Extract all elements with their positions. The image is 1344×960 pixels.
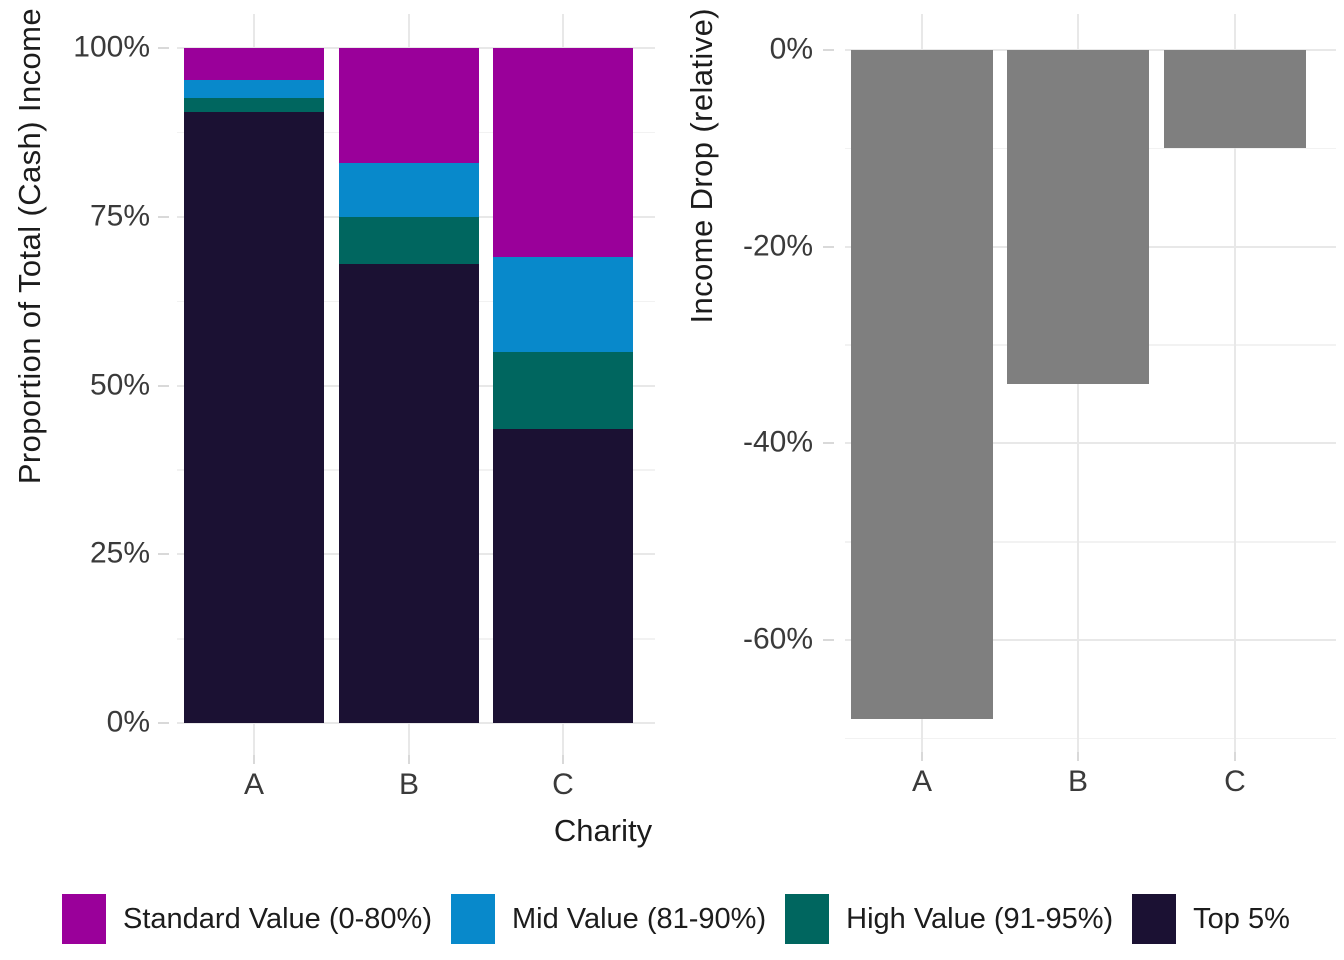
major-gridline — [845, 442, 1336, 445]
legend-label-standard-value: Standard Value (0-80%) — [123, 902, 432, 935]
bar-segment-C-standard-value-0-80- — [493, 48, 633, 258]
y-tick-label: 0% — [769, 32, 813, 66]
bar-segment-A-top-5- — [184, 112, 324, 723]
legend-item-high-value: High Value (91-95%) — [785, 894, 1113, 944]
bar-segment-A-mid-value-81-90- — [184, 80, 324, 98]
legend-label-top-5: Top 5% — [1193, 902, 1290, 935]
minor-gridline — [845, 541, 1336, 543]
left-y-axis-title: Proportion of Total (Cash) Income — [12, 8, 47, 485]
bar-segment-B-high-value-91-95- — [339, 216, 479, 264]
y-tick-label: 100% — [73, 30, 150, 64]
legend-item-mid-value: Mid Value (81-90%) — [450, 894, 767, 944]
x-tick-label-c: C — [1224, 765, 1246, 798]
y-axis-tick — [823, 638, 834, 641]
legend-item-standard-value: Standard Value (0-80%) — [62, 894, 432, 944]
legend-label-high-value: High Value (91-95%) — [846, 902, 1114, 935]
y-axis-tick — [823, 442, 834, 445]
y-tick-label: -20% — [742, 228, 813, 262]
x-tick-label-b: B — [1067, 765, 1089, 798]
bar-segment-B-mid-value-81-90- — [339, 162, 479, 217]
bar-A — [851, 50, 993, 719]
major-gridline — [845, 638, 1336, 641]
x-axis-title-charity: Charity — [553, 813, 653, 848]
y-axis-tick — [158, 722, 169, 724]
bar-B — [1007, 50, 1149, 385]
x-tick-label-a: A — [243, 768, 265, 801]
x-tick-label-b: B — [398, 768, 420, 801]
bar-segment-A-high-value-91-95- — [184, 97, 324, 113]
legend-item-top-5: Top 5% — [1132, 894, 1290, 944]
bar-C — [1164, 50, 1306, 149]
major-gridline — [177, 722, 655, 724]
y-tick-label: 50% — [89, 367, 150, 401]
x-axis-tick — [408, 755, 410, 764]
y-axis-tick — [158, 553, 169, 556]
x-axis-tick — [253, 755, 255, 764]
bar-segment-B-standard-value-0-80- — [339, 48, 479, 163]
bar-segment-C-high-value-91-95- — [493, 351, 633, 430]
y-tick-label: 25% — [89, 536, 150, 570]
y-tick-label: -40% — [742, 425, 813, 459]
bar-segment-B-top-5- — [339, 264, 479, 723]
x-axis-tick — [1077, 752, 1079, 761]
legend-swatch-mid-value-icon — [450, 894, 495, 944]
bar-segment-C-mid-value-81-90- — [493, 257, 633, 352]
vertical-gridline — [1234, 14, 1236, 752]
x-axis-tick — [1234, 752, 1236, 761]
legend-label-mid-value: Mid Value (81-90%) — [511, 902, 767, 935]
y-axis-tick — [158, 215, 169, 218]
y-tick-label: -60% — [742, 622, 813, 656]
bar-segment-C-top-5- — [493, 429, 633, 723]
y-axis-tick — [158, 384, 169, 387]
y-tick-label: 75% — [89, 199, 150, 233]
x-axis-tick — [921, 752, 923, 761]
bar-segment-A-standard-value-0-80- — [184, 48, 324, 81]
legend-swatch-high-value-icon — [785, 894, 830, 944]
y-axis-tick — [158, 47, 169, 49]
y-axis-tick — [823, 49, 834, 51]
legend: Standard Value (0-80%) Mid Value (81-90%… — [62, 894, 1290, 944]
minor-gridline — [845, 737, 1336, 740]
legend-swatch-top-5-icon — [1132, 894, 1177, 944]
y-axis-tick — [823, 245, 834, 248]
x-tick-label-c: C — [552, 768, 574, 801]
legend-swatch-standard-value-icon — [62, 894, 106, 944]
y-tick-label: 0% — [106, 705, 150, 739]
x-axis-tick — [562, 755, 564, 764]
x-tick-label-a: A — [911, 765, 933, 798]
